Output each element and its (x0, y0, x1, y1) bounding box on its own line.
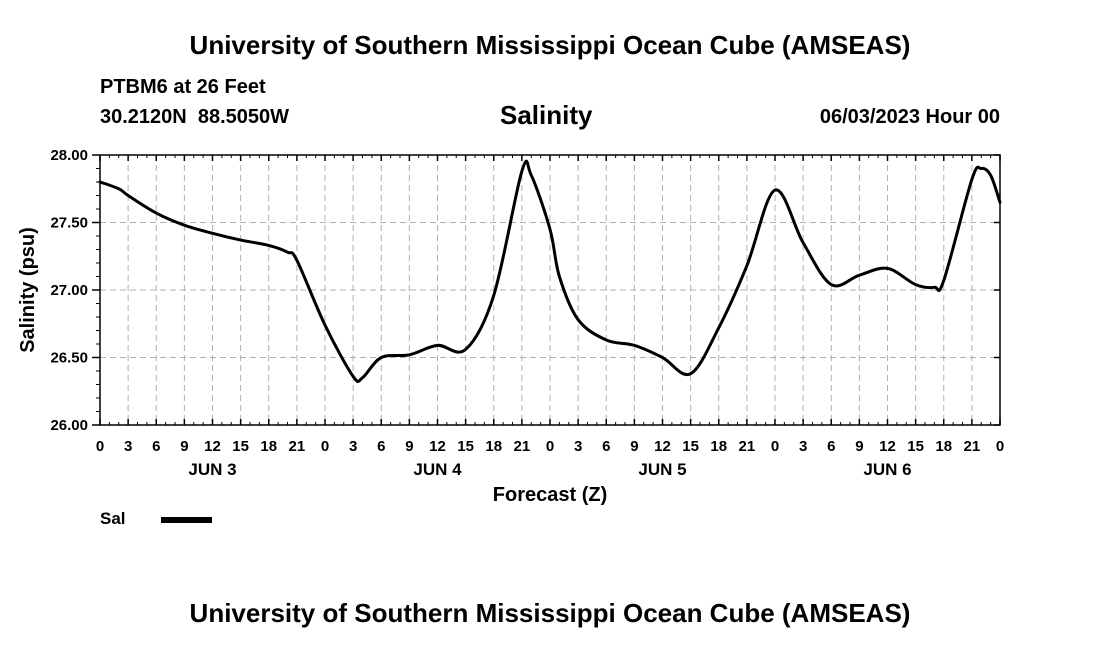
axis-labels: 0 3 6 9 12 15 18 21 0 3 6 9 12 15 18 21 0 3 6 9 12 15 18 21 0 3 6 9… (50, 147, 1004, 479)
x-tick-label: 0 (321, 438, 329, 455)
x-tick-label: 0 (996, 438, 1004, 455)
x-tick-label: 9 (180, 438, 188, 455)
x-tick-label: 3 (574, 438, 582, 455)
y-tick-label: 27.00 (50, 282, 88, 299)
x-tick-label: 12 (204, 438, 221, 455)
forecast-datetime: 06/03/2023 Hour 00 (819, 106, 1000, 128)
y-axis-title: Salinity (psu) (17, 227, 39, 353)
y-tick-label: 27.50 (50, 215, 88, 232)
day-label: JUN 6 (863, 460, 911, 479)
x-tick-label: 18 (260, 438, 277, 455)
x-tick-label: 21 (739, 438, 756, 455)
x-tick-label: 6 (152, 438, 160, 455)
x-tick-label: 18 (710, 438, 727, 455)
main-title: University of Southern Mississippi Ocean… (189, 30, 911, 60)
x-tick-label: 0 (771, 438, 779, 455)
x-tick-label: 6 (377, 438, 385, 455)
x-tick-label: 15 (907, 438, 924, 455)
day-label: JUN 4 (413, 460, 462, 479)
chart-title: Salinity (500, 100, 593, 130)
coordinates-label: 30.2120N 88.5050W (100, 106, 290, 128)
x-tick-label: 9 (405, 438, 413, 455)
x-tick-label: 15 (457, 438, 474, 455)
x-tick-label: 18 (485, 438, 502, 455)
grid (100, 155, 1000, 425)
x-tick-label: 18 (935, 438, 952, 455)
legend-swatch (161, 517, 212, 523)
x-tick-label: 3 (799, 438, 807, 455)
legend-label: Sal (100, 509, 126, 528)
x-tick-label: 21 (964, 438, 981, 455)
x-tick-label: 21 (514, 438, 531, 455)
y-tick-label: 28.00 (50, 147, 88, 164)
x-tick-label: 12 (429, 438, 446, 455)
x-tick-label: 9 (855, 438, 863, 455)
x-tick-label: 15 (682, 438, 699, 455)
x-tick-label: 6 (827, 438, 835, 455)
footer-title: University of Southern Mississippi Ocean… (189, 598, 911, 628)
x-tick-label: 0 (546, 438, 554, 455)
x-tick-label: 12 (654, 438, 671, 455)
x-tick-label: 3 (124, 438, 132, 455)
station-label: PTBM6 at 26 Feet (100, 76, 266, 98)
day-label: JUN 5 (638, 460, 686, 479)
x-tick-label: 15 (232, 438, 249, 455)
y-tick-label: 26.00 (50, 417, 88, 434)
x-tick-label: 9 (630, 438, 638, 455)
axis-ticks (92, 154, 1001, 426)
day-label: JUN 3 (188, 460, 236, 479)
x-tick-label: 6 (602, 438, 610, 455)
x-tick-label: 3 (349, 438, 357, 455)
x-axis-title: Forecast (Z) (493, 484, 607, 506)
x-tick-label: 12 (879, 438, 896, 455)
x-tick-label: 0 (96, 438, 104, 455)
y-tick-label: 26.50 (50, 350, 88, 367)
salinity-series-line (98, 159, 1002, 384)
x-tick-label: 21 (289, 438, 306, 455)
